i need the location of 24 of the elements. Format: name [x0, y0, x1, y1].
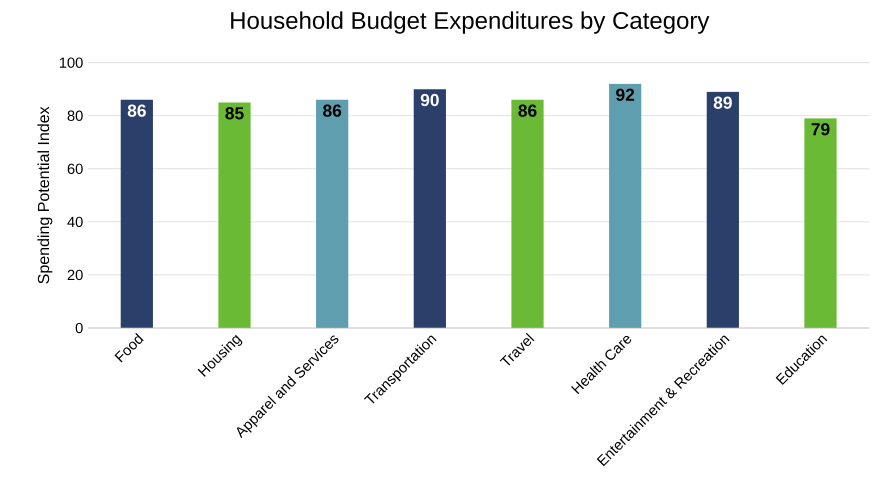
y-tick-label: 80 [68, 110, 83, 121]
bar [316, 100, 348, 328]
bar [511, 100, 544, 328]
y-axis-title: Spending Potential Index [37, 106, 52, 284]
data-label: 79 [812, 123, 830, 136]
bar [414, 89, 446, 328]
bar [706, 92, 739, 328]
data-label: 86 [323, 104, 342, 117]
data-label: 85 [225, 107, 244, 120]
data-label: 86 [518, 104, 537, 117]
bar [218, 102, 251, 328]
data-label: 92 [616, 88, 634, 101]
data-label: 90 [420, 94, 439, 106]
y-tick-label: 60 [68, 164, 83, 174]
data-label: 86 [128, 104, 146, 117]
bar [120, 100, 153, 328]
y-tick-label: 0 [76, 322, 83, 334]
chart-title: Household Budget Expenditures by Category [231, 11, 710, 34]
y-tick-label: 20 [68, 270, 83, 280]
y-tick-label: 100 [60, 57, 83, 68]
y-tick-label: 40 [67, 216, 83, 228]
bar [804, 118, 837, 328]
bar [609, 84, 642, 328]
data-label: 89 [714, 96, 732, 109]
